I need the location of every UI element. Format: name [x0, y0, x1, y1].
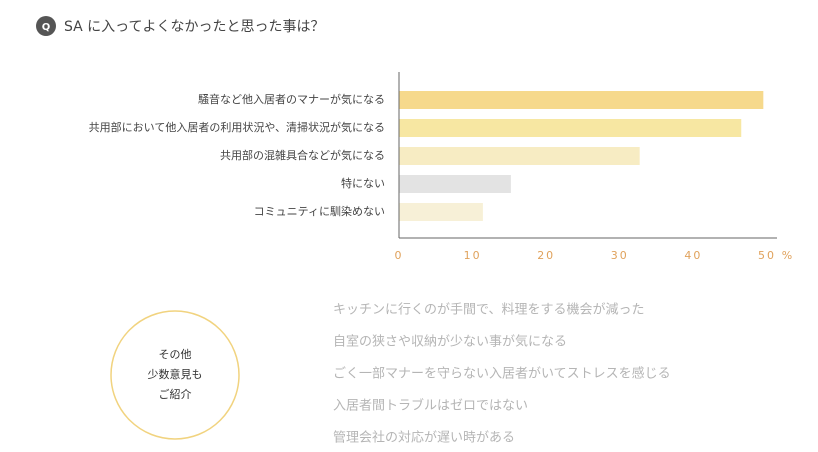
- bar: [399, 119, 742, 137]
- y-tick-label: コミュニティに馴染めない: [254, 204, 385, 218]
- x-tick-label: 40: [684, 249, 702, 262]
- bar: [399, 91, 764, 109]
- y-tick-label: 騒音など他入居者のマナーが気になる: [198, 92, 385, 106]
- x-tick-label: 30: [611, 249, 629, 262]
- x-tick-label: 20: [537, 249, 555, 262]
- badge-circle: [36, 16, 56, 36]
- bar: [399, 175, 511, 193]
- y-tick-label: 特にない: [341, 176, 385, 190]
- other-item: 入居者間トラブルはゼロではない: [333, 398, 528, 414]
- y-tick-label: 共用部において他入居者の利用状況や、清掃状況が気になる: [89, 120, 385, 134]
- other-label: 少数意見も: [148, 367, 203, 381]
- other-item: 管理会社の対応が遅い時がある: [333, 430, 515, 446]
- x-tick-label: 0: [395, 249, 404, 262]
- x-tick-label: 50: [758, 249, 776, 262]
- other-item: キッチンに行くのが手間で、料理をする機会が減った: [333, 302, 644, 318]
- question-title: SA に入ってよくなかったと思った事は？: [64, 19, 324, 35]
- bar: [399, 147, 640, 165]
- x-unit: %: [782, 249, 792, 262]
- other-label: その他: [159, 348, 192, 361]
- other-circle: [110, 310, 240, 440]
- x-tick-label: 10: [464, 249, 482, 262]
- bar: [399, 203, 483, 221]
- y-tick-label: 共用部の混雑具合などが気になる: [220, 148, 385, 162]
- other-item: ごく一部マナーを守らない入居者がいてストレスを感じる: [333, 366, 671, 382]
- other-item: 自室の狭さや収納が少ない事が気になる: [333, 334, 567, 350]
- badge: Q: [42, 22, 51, 33]
- other-label: ご紹介: [159, 387, 192, 401]
